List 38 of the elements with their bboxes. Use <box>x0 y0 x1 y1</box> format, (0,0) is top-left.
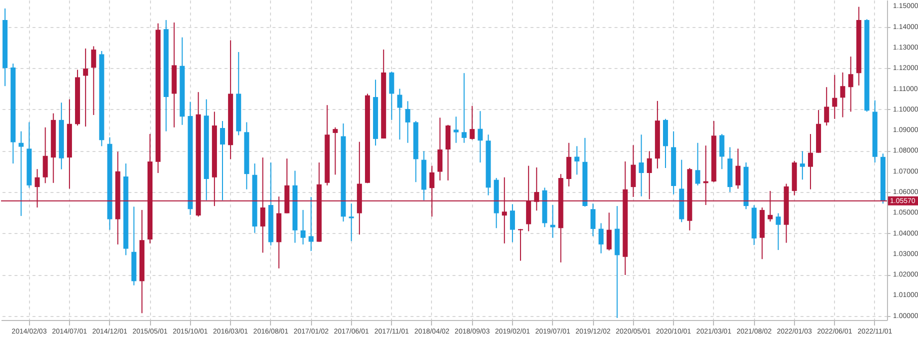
candlestick <box>446 124 451 181</box>
candlestick <box>397 88 402 140</box>
candlestick <box>832 74 838 120</box>
candlestick <box>332 126 338 176</box>
candlestick <box>91 46 96 116</box>
candlestick <box>83 48 88 128</box>
candlestick <box>42 126 48 184</box>
candlestick <box>348 203 354 242</box>
candlestick <box>848 56 854 112</box>
candlestick <box>566 142 572 187</box>
candlestick <box>300 209 306 245</box>
candlestick <box>824 86 830 126</box>
candlestick <box>776 212 781 251</box>
candlestick <box>808 133 813 190</box>
candlestick <box>606 212 612 251</box>
candlestick <box>220 120 225 201</box>
candlestick <box>437 117 442 181</box>
candlestick <box>405 100 410 144</box>
candlestick <box>454 116 459 144</box>
candlestick <box>695 142 700 186</box>
candlestick <box>308 196 314 252</box>
candlestick <box>598 222 604 254</box>
candlestick <box>478 110 483 163</box>
candlestick <box>840 72 846 118</box>
candlestick <box>470 105 475 140</box>
candlestick <box>735 148 740 190</box>
candlestick <box>550 204 556 238</box>
candlestick <box>510 204 515 243</box>
candlestick <box>638 134 644 197</box>
candlestick <box>800 150 805 180</box>
candlestick <box>719 133 724 170</box>
candlestick <box>462 72 467 144</box>
candlestick <box>630 144 636 198</box>
candlestick <box>18 130 24 216</box>
candlestick <box>574 146 580 176</box>
candlestick <box>518 228 524 262</box>
candlestick <box>389 71 394 120</box>
candlestick <box>590 203 596 237</box>
